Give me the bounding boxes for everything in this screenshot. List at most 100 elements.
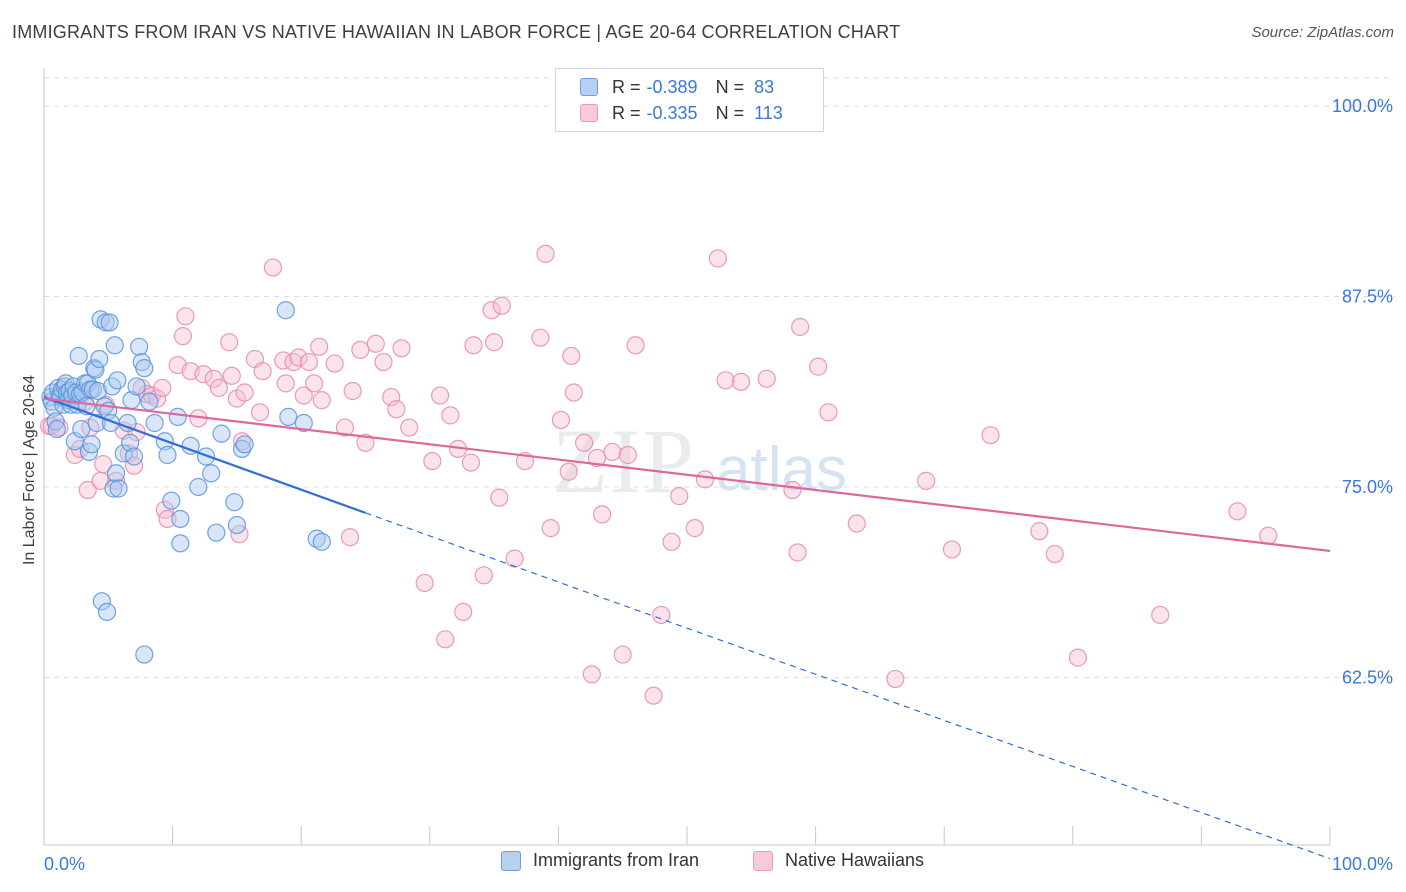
hawaiian-point [485,333,504,352]
iran-point [145,413,164,433]
iran-point [130,337,149,356]
hawaiian-point [708,249,727,268]
iran-point [97,602,117,622]
hawaiian-point [482,301,501,320]
hawaiian-point [387,400,406,419]
hawaiian-point [310,337,329,356]
hawaiian-point [464,336,483,355]
hawaiian-point [392,339,411,358]
hawaiian-point [1030,522,1049,541]
bottom-legend-label-iran: Immigrants from Iran [533,850,700,870]
hawaiian-point [562,346,581,366]
bottom-legend: Immigrants from Iran Native Hawaiians [0,850,1406,878]
hawaiian-point [593,505,612,524]
y-tick-label: 62.5% [1342,667,1393,687]
hawaiian-point [809,357,828,376]
iran-point [207,523,226,542]
hawaiian-point [505,549,524,568]
bottom-legend-label-hawaiians: Native Hawaiians [785,850,925,870]
hawaiian-point [613,645,632,664]
axes [43,68,1331,846]
hawaiian-point [917,471,936,490]
hawaiian-point [531,328,550,347]
hawaiian-point [158,509,177,529]
hawaiian-point [124,456,144,475]
hawaiian-point [304,374,324,393]
iran-point [108,371,127,390]
iran-point [121,433,140,452]
source-label: Source: ZipAtlas.com [1251,24,1394,41]
hawaiian-point [289,348,308,367]
hawaiian-point [791,317,810,337]
x-min-label: 0.0% [44,854,85,874]
hawaiian-point [194,365,213,384]
hawaiian-point [263,258,283,277]
hawaiian-point [312,391,331,410]
iran-point [90,349,109,369]
hawaiian-point [942,540,962,559]
legend-r-label: R = [612,102,641,123]
hawaiian-point [716,371,735,390]
iran-point [46,412,65,431]
hawaiian-point [731,372,751,391]
hawaiian-point [582,665,601,684]
legend-n-value: 83 [754,76,775,97]
hawaiian-point [541,519,560,538]
hawaiian-point [564,383,583,402]
iran-point [202,464,221,483]
iran-point [189,477,208,497]
bottom-legend-swatch-blue [501,850,521,871]
legend-n-label: N = [715,76,745,97]
hawaiian-point [235,383,254,402]
hawaiian-point [536,244,555,263]
hawaiian-point [423,451,442,471]
iran-point [114,444,133,463]
hawaiian-point [441,406,460,425]
iran-point [106,464,126,483]
hawaiian-trend-line [43,397,1331,553]
hawaiian-point [490,488,509,507]
hawaiian-point [492,296,511,315]
hawaiian-point [173,327,192,346]
hawaiian-point [299,352,319,372]
iran-point [96,313,115,332]
hawaiian-point [788,543,807,562]
hawaiian-point [176,307,195,326]
hawaiian-point [652,605,671,625]
iran-point [100,313,119,332]
legend-row-hawaiians: R = -0.335 N = 113 [580,101,783,125]
iran-point [135,645,154,664]
iran-point [276,301,295,320]
hawaiian-point [819,403,838,422]
hawaiian-point [1228,502,1247,521]
hawaiian-point [1259,526,1278,545]
iran-point [168,407,187,426]
hawaiian-point [1151,605,1170,625]
hawaiian-point [250,403,270,422]
hawaiian-point [1045,544,1064,564]
iran-point [171,509,190,529]
watermark-atlas: atlas [716,435,847,504]
y-tick-label: 100.0% [1332,96,1393,116]
hawaiian-point [670,487,689,506]
legend-swatch-pink [580,104,598,122]
hawaiian-point [204,369,223,388]
iran-point [135,359,154,378]
hawaiian-point [343,381,362,401]
hawaiian-point [757,369,776,388]
hawaiian-point [783,480,802,500]
iran-point [105,336,124,355]
iran-point [162,491,181,510]
hawaiian-point [430,386,450,405]
hawaiian-point [626,336,645,355]
hawaiian-point [366,334,385,353]
hawaiian-point [351,340,370,359]
hawaiian-point [662,532,681,551]
iran-point [294,413,313,433]
hawaiian-point [695,470,715,489]
hawaiian-point [436,630,455,649]
bottom-legend-hawaiians: Native Hawaiians [753,850,924,871]
iran-trend-line [43,396,366,514]
hawaiian-point [559,462,578,481]
hawaiian-point [153,378,172,398]
